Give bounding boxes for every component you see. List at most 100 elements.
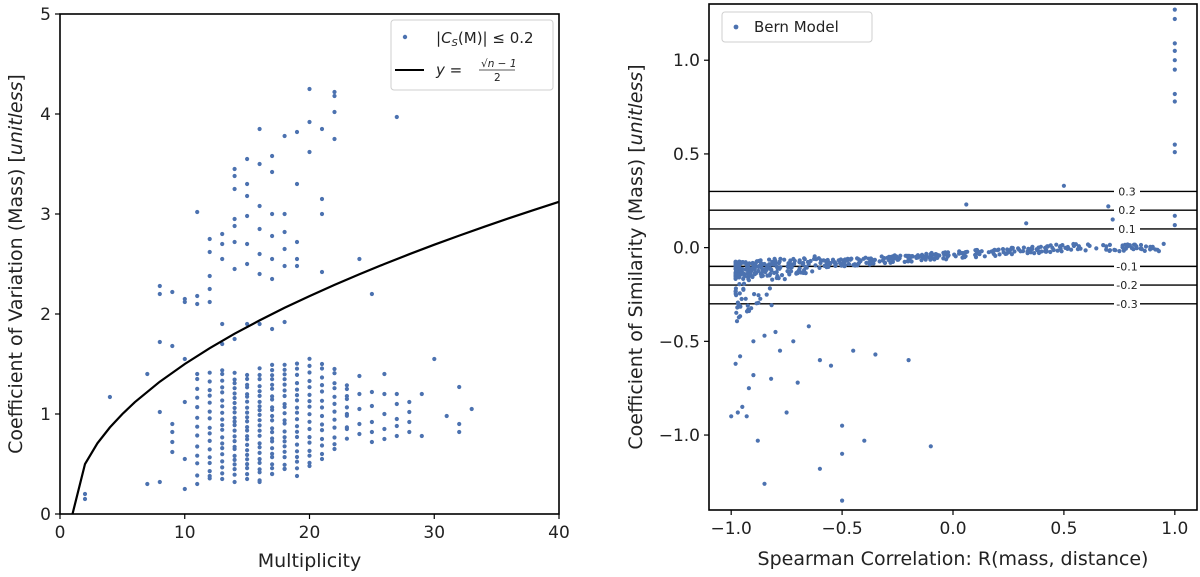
scatter-point [245, 376, 250, 382]
scatter-point [245, 181, 250, 187]
scatter-point [791, 339, 796, 344]
scatter-point [207, 438, 212, 443]
scatter-point [1117, 249, 1122, 254]
scatter-point [808, 258, 813, 264]
scatter-point [207, 286, 212, 292]
scatter-point [232, 370, 237, 375]
scatter-point [369, 291, 374, 297]
scatter-point [294, 387, 300, 392]
scatter-point [382, 436, 387, 442]
scatter-point [419, 391, 424, 397]
scatter-point [769, 303, 774, 308]
scatter-point [294, 473, 300, 479]
scatter-point [207, 469, 212, 474]
scatter-point [1172, 48, 1177, 54]
scatter-point [344, 396, 349, 402]
scatter-point [903, 253, 908, 258]
scatter-point [182, 356, 187, 362]
scatter-point [207, 409, 212, 414]
scatter-point [294, 424, 300, 429]
scatter-point [782, 277, 787, 282]
scatter-point [257, 408, 262, 413]
scatter-point [270, 471, 275, 477]
scatter-point [1161, 241, 1166, 246]
scatter-point [788, 265, 794, 270]
scatter-point [257, 445, 262, 450]
x-tick-label: 10 [174, 523, 196, 543]
scatter-point [170, 439, 175, 445]
scatter-point [157, 283, 162, 289]
scatter-point [919, 258, 924, 263]
scatter-point [795, 380, 800, 385]
scatter-point [932, 256, 937, 261]
scatter-point [855, 256, 860, 261]
scatter-point [307, 363, 312, 368]
scatter-point [816, 256, 821, 261]
scatter-point [1172, 213, 1177, 218]
scatter-point [1150, 244, 1155, 249]
scatter-point [257, 433, 262, 438]
scatter-point [332, 89, 337, 95]
scatter-point [195, 433, 200, 438]
scatter-point [270, 439, 275, 444]
scatter-point [307, 385, 312, 390]
scatter-point [232, 434, 237, 439]
scatter-point [933, 252, 938, 257]
scatter-point [733, 291, 738, 296]
left-x-ticks: 0 10 20 30 40 [55, 514, 570, 543]
scatter-point [407, 419, 412, 425]
x-tick-label: 0 [55, 523, 66, 543]
scatter-point [760, 269, 765, 275]
legend-points-label: |CS(M)| ≤ 0.2 [436, 29, 534, 49]
scatter-point [282, 411, 287, 416]
scatter-point [157, 339, 162, 345]
scatter-point [294, 466, 300, 471]
scatter-point [220, 435, 225, 440]
scatter-point [294, 381, 300, 386]
scatter-point [232, 377, 237, 382]
scatter-point [195, 453, 200, 458]
scatter-point [863, 255, 868, 260]
x-tick-label: 40 [548, 523, 570, 543]
scatter-point [394, 114, 399, 120]
scatter-point [220, 476, 225, 482]
scatter-point [768, 271, 773, 276]
scatter-point [986, 250, 991, 255]
scatter-point [307, 86, 312, 92]
scatter-point [357, 256, 362, 262]
scatter-point [270, 362, 275, 367]
scatter-point [394, 416, 399, 422]
scatter-point [1138, 242, 1144, 248]
scatter-point [232, 405, 237, 411]
scatter-point [928, 257, 933, 262]
scatter-point [307, 404, 312, 409]
scatter-point [457, 429, 462, 435]
scatter-point [270, 436, 275, 441]
scatter-point [838, 257, 843, 262]
scatter-point [170, 289, 175, 295]
right-chart: 0.30.20.1-0.1-0.2-0.3 −1.0 −0.5 0.0 0.5 1.0 … [625, 3, 1198, 570]
left-legend: |CS(M)| ≤ 0.2 y = √n − 1 2 [390, 19, 554, 91]
right-legend: Bern Model [721, 11, 873, 43]
scatter-point [319, 366, 325, 371]
scatter-point [82, 491, 88, 497]
scatter-point [182, 296, 187, 302]
scatter-point [207, 400, 212, 405]
scatter-point [195, 424, 200, 429]
scatter-point [294, 361, 300, 366]
scatter-point [270, 397, 275, 402]
scatter-point [344, 425, 349, 430]
scatter-point [802, 256, 807, 261]
scatter-point [332, 386, 337, 391]
scatter-point [806, 324, 811, 329]
scatter-point [232, 419, 237, 424]
scatter-point [369, 389, 374, 395]
scatter-point [840, 498, 845, 503]
scatter-point [1172, 67, 1177, 72]
scatter-point [1129, 246, 1134, 251]
scatter-point [307, 426, 312, 432]
scatter-point [733, 361, 738, 366]
scatter-point [220, 404, 225, 409]
scatter-point [877, 259, 882, 264]
scatter-point [257, 470, 262, 475]
